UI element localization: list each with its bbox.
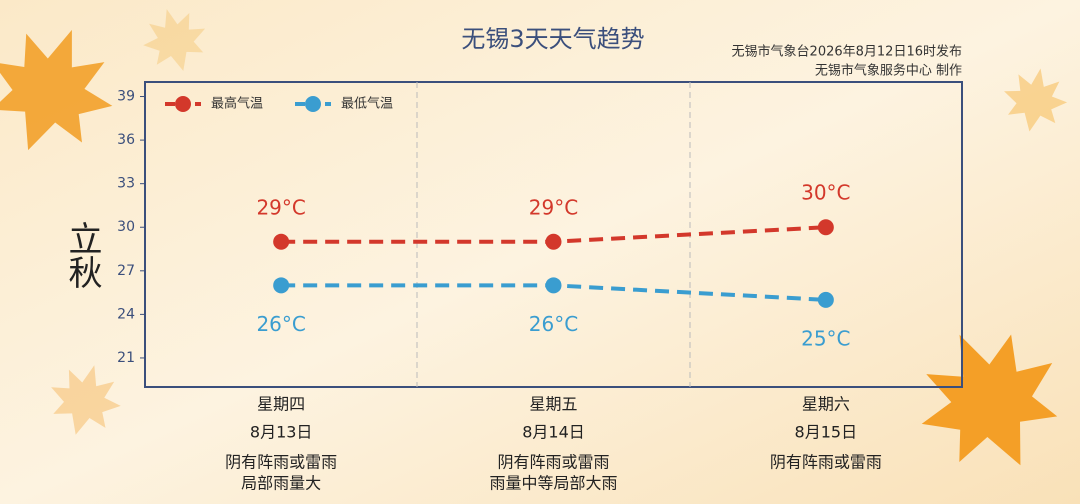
weather-label: 局部雨量大	[241, 474, 321, 493]
weather-label: 阴有阵雨或雷雨	[497, 453, 609, 472]
x-tick-label: 星期六	[802, 395, 850, 414]
plot-frame	[144, 81, 963, 388]
y-tick-label: 30	[117, 219, 135, 235]
legend-marker	[175, 96, 191, 112]
weather-label: 阴有阵雨或雷雨	[770, 453, 882, 472]
value-label: 26°C	[256, 312, 305, 336]
y-tick-label: 36	[117, 132, 135, 148]
y-tick-label: 27	[117, 263, 135, 279]
date-label: 8月13日	[250, 423, 313, 442]
weather-label: 雨量中等局部大雨	[489, 474, 617, 493]
point	[817, 291, 834, 308]
source-line: 无锡市气象台2026年8月12日16时发布	[732, 44, 962, 60]
point	[273, 233, 290, 250]
date-label: 8月14日	[522, 423, 585, 442]
value-label: 29°C	[256, 195, 305, 219]
legend-label: 最高气温	[211, 96, 263, 112]
source-line: 无锡市气象服务中心 制作	[815, 63, 962, 79]
weather-label: 阴有阵雨或雷雨	[225, 453, 337, 472]
legend-label: 最低气温	[341, 96, 393, 112]
x-tick-label: 星期四	[257, 395, 305, 414]
value-label: 26°C	[529, 312, 578, 336]
point	[817, 219, 834, 236]
chart-title: 无锡3天天气趋势	[461, 25, 644, 53]
legend-marker	[305, 96, 321, 112]
y-tick-label: 39	[117, 89, 135, 105]
x-tick-label: 星期五	[529, 395, 577, 414]
y-tick-label: 33	[117, 176, 135, 192]
value-label: 29°C	[529, 195, 578, 219]
point	[545, 277, 562, 294]
point	[273, 277, 290, 294]
value-label: 25°C	[801, 326, 850, 350]
value-label: 30°C	[801, 181, 850, 205]
y-tick-label: 24	[117, 306, 135, 322]
date-label: 8月15日	[795, 423, 858, 442]
decoration-text: 立秋	[62, 221, 102, 289]
y-tick-label: 21	[117, 350, 135, 366]
point	[545, 233, 562, 250]
